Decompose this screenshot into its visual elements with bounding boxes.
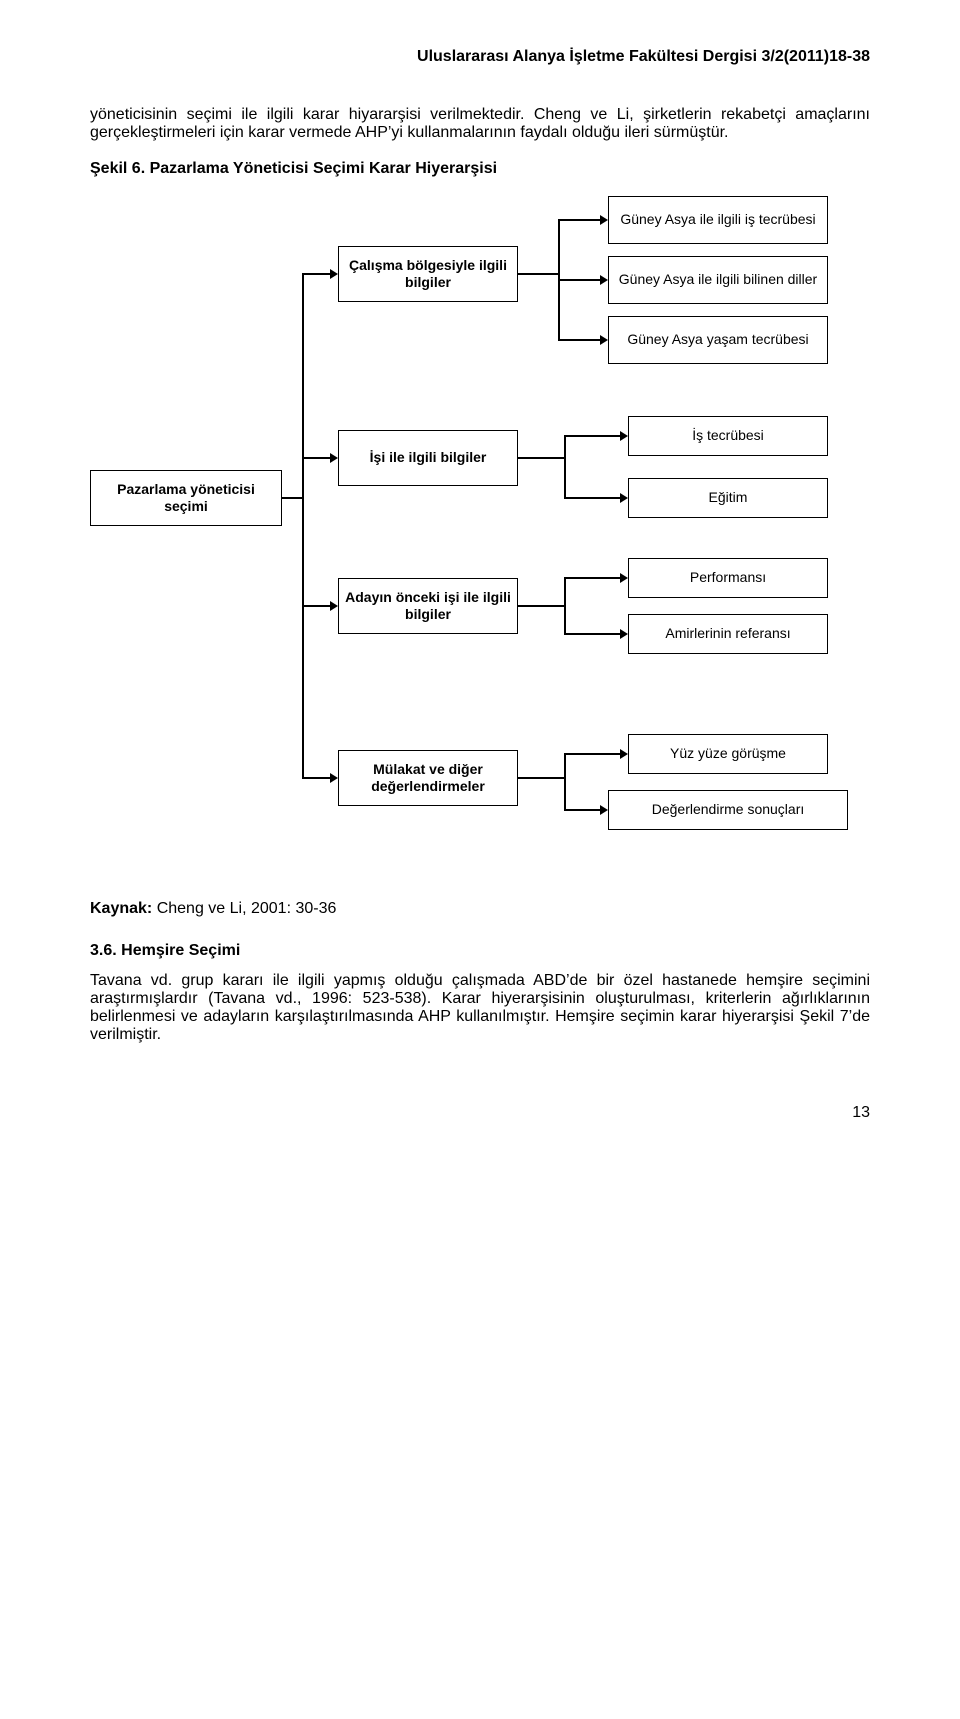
connector [302,457,330,459]
arrow-icon [620,493,628,503]
figure-caption: Şekil 6. Pazarlama Yöneticisi Seçimi Kar… [90,160,870,178]
arrow-icon [600,275,608,285]
leaf-8: Yüz yüze görüşme [628,734,828,774]
leaf-6-label: Performansı [690,569,766,587]
source-text: Cheng ve Li, 2001: 30-36 [152,900,336,917]
section-paragraph: Tavana vd. grup kararı ile ilgili yapmış… [90,972,870,1044]
connector [564,435,566,499]
criterion-4-label: Mülakat ve diğer değerlendirmeler [345,761,511,796]
leaf-5: Eğitim [628,478,828,518]
root-label: Pazarlama yöneticisi seçimi [97,481,275,516]
criterion-2: İşi ile ilgili bilgiler [338,430,518,486]
connector [302,605,330,607]
leaf-6: Performansı [628,558,828,598]
leaf-2-label: Güney Asya ile ilgili bilinen diller [619,271,817,289]
connector [564,809,600,811]
connector [558,279,600,281]
criterion-2-label: İşi ile ilgili bilgiler [370,449,487,467]
connector [564,577,566,635]
connector [518,273,558,275]
connector [558,219,600,221]
connector [564,435,620,437]
connector [564,577,620,579]
leaf-7: Amirlerinin referansı [628,614,828,654]
connector [518,777,564,779]
leaf-2: Güney Asya ile ilgili bilinen diller [608,256,828,304]
leaf-9: Değerlendirme sonuçları [608,790,848,830]
criterion-1: Çalışma bölgesiyle ilgili bilgiler [338,246,518,302]
connector [518,605,564,607]
leaf-4: İş tecrübesi [628,416,828,456]
criterion-4: Mülakat ve diğer değerlendirmeler [338,750,518,806]
leaf-9-label: Değerlendirme sonuçları [652,801,805,819]
arrow-icon [620,431,628,441]
intro-paragraph: yöneticisinin seçimi ile ilgili karar hi… [90,106,870,142]
leaf-3-label: Güney Asya yaşam tecrübesi [627,331,808,349]
leaf-3: Güney Asya yaşam tecrübesi [608,316,828,364]
arrow-icon [330,269,338,279]
arrow-icon [600,805,608,815]
connector [282,497,302,499]
arrow-icon [600,335,608,345]
leaf-1-label: Güney Asya ile ilgili iş tecrübesi [620,211,815,229]
arrow-icon [620,573,628,583]
criterion-1-label: Çalışma bölgesiyle ilgili bilgiler [345,257,511,292]
connector [564,633,620,635]
criterion-3-label: Adayın önceki işi ile ilgili bilgiler [345,589,511,624]
criterion-3: Adayın önceki işi ile ilgili bilgiler [338,578,518,634]
connector [564,497,620,499]
section-heading: 3.6. Hemşire Seçimi [90,942,870,960]
connector [518,457,564,459]
connector [302,273,304,779]
leaf-5-label: Eğitim [709,489,748,507]
hierarchy-diagram: Pazarlama yöneticisi seçimi Çalışma bölg… [90,190,870,880]
leaf-7-label: Amirlerinin referansı [665,625,790,643]
source-line: Kaynak: Cheng ve Li, 2001: 30-36 [90,900,870,918]
source-label: Kaynak: [90,900,152,917]
root-node: Pazarlama yöneticisi seçimi [90,470,282,526]
arrow-icon [330,773,338,783]
connector [564,753,620,755]
journal-header: Uluslararası Alanya İşletme Fakültesi De… [90,48,870,66]
connector [302,273,330,275]
arrow-icon [330,601,338,611]
page-number: 13 [90,1104,870,1122]
leaf-1: Güney Asya ile ilgili iş tecrübesi [608,196,828,244]
connector [302,777,330,779]
arrow-icon [620,749,628,759]
leaf-8-label: Yüz yüze görüşme [670,745,786,763]
connector [564,753,566,811]
arrow-icon [620,629,628,639]
leaf-4-label: İş tecrübesi [692,427,764,445]
arrow-icon [330,453,338,463]
connector [558,339,600,341]
arrow-icon [600,215,608,225]
